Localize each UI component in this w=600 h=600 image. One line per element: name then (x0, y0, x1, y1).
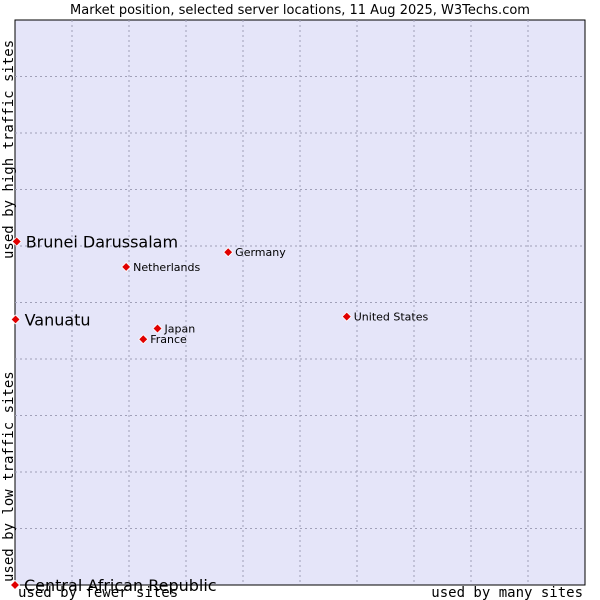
data-point-marker (11, 236, 22, 247)
data-point-label: Brunei Darussalam (26, 232, 178, 251)
data-point: Vanuatu (10, 310, 91, 329)
data-point-marker (10, 314, 21, 325)
data-point-marker (9, 579, 21, 591)
data-point-label: Netherlands (133, 261, 200, 274)
data-point: Germany (223, 246, 286, 259)
data-point-label: Japan (164, 322, 196, 335)
data-point-label: France (150, 333, 187, 346)
data-point: Japan (152, 322, 196, 335)
data-point: United States (341, 311, 429, 324)
data-point-label: Vanuatu (25, 310, 91, 329)
data-point-label: Central African Republic (24, 576, 217, 595)
data-point-marker (341, 311, 352, 322)
y-axis-label-bottom: used by low traffic sites (1, 371, 17, 582)
data-point: Netherlands (121, 261, 200, 274)
data-point: Brunei Darussalam (11, 232, 178, 251)
chart-title: Market position, selected server locatio… (70, 3, 530, 18)
data-point-marker (138, 334, 149, 345)
data-point-label: Germany (235, 246, 286, 259)
data-point-label: United States (354, 311, 429, 324)
x-axis-label-left: used by fewer sites (18, 585, 178, 600)
x-axis-label-right: used by many sites (431, 585, 583, 600)
data-point-marker (152, 323, 163, 334)
y-axis-label-top: used by high traffic sites (1, 40, 17, 259)
data-points: Brunei Darussalam Vanuatu Central African … (9, 232, 429, 595)
data-point: France (138, 333, 187, 346)
data-point-marker (223, 247, 234, 258)
data-point: Central African Republic (9, 576, 217, 595)
data-point-marker (121, 261, 132, 272)
grid (15, 20, 585, 585)
